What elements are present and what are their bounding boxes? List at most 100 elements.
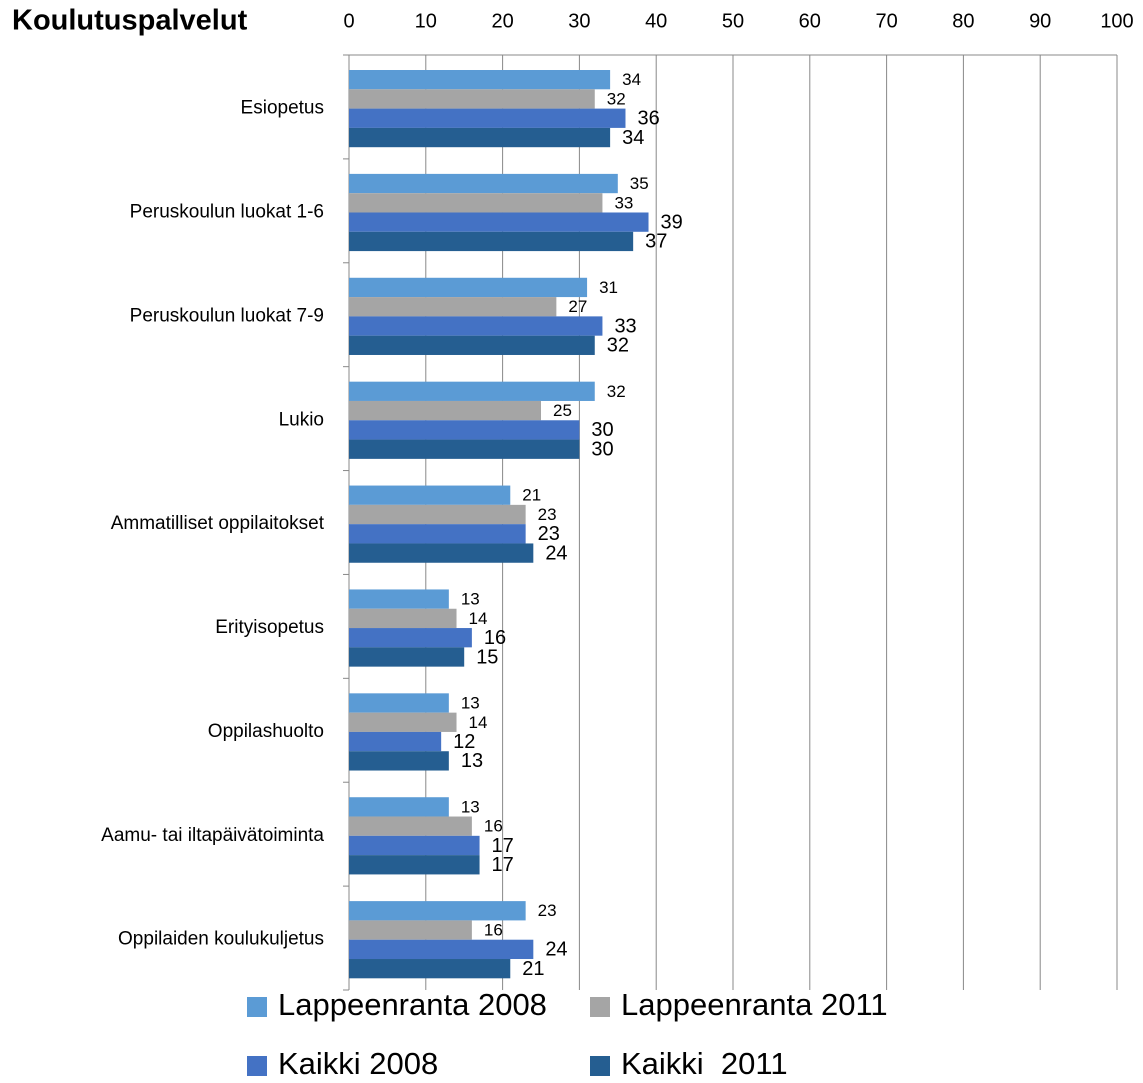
bar	[349, 693, 449, 713]
x-tick-label: 100	[1100, 10, 1133, 32]
data-label: 21	[522, 486, 541, 505]
data-label: 30	[591, 419, 613, 441]
legend-swatch	[590, 1056, 610, 1076]
data-label: 39	[661, 211, 683, 233]
bar	[349, 797, 449, 817]
bar	[349, 543, 534, 563]
bar	[349, 420, 580, 440]
bar	[349, 316, 603, 336]
y-tick-label: Erityisopetus	[215, 617, 324, 638]
data-label: 23	[538, 901, 557, 920]
bar	[349, 89, 595, 109]
data-label: 23	[538, 523, 560, 545]
bar	[349, 297, 557, 317]
bar	[349, 400, 541, 421]
data-label: 15	[476, 646, 498, 668]
data-label: 37	[645, 231, 667, 253]
legend-swatch	[590, 997, 610, 1017]
bar	[349, 628, 472, 648]
data-label: 25	[553, 401, 572, 420]
data-label: 23	[538, 505, 557, 524]
bar	[349, 212, 649, 232]
x-tick-label: 30	[568, 10, 590, 32]
y-tick-label: Oppilashuolto	[208, 721, 324, 742]
data-label: 12	[453, 731, 475, 753]
x-tick-label: 80	[952, 10, 974, 32]
y-tick-label: Ammatilliset oppilaitokset	[111, 513, 325, 534]
bar	[349, 70, 611, 90]
data-label: 34	[622, 70, 641, 89]
bar	[349, 439, 580, 459]
x-tick-label: 70	[875, 10, 897, 32]
bar	[349, 108, 626, 128]
bar	[349, 712, 457, 732]
bar	[349, 855, 480, 875]
data-label: 31	[599, 278, 618, 297]
data-label: 13	[461, 797, 480, 816]
data-label: 14	[469, 609, 488, 628]
bar	[349, 589, 449, 609]
legend-swatch	[247, 1056, 267, 1076]
data-label: 27	[568, 297, 587, 316]
data-label: 36	[637, 108, 659, 130]
data-label: 13	[461, 693, 480, 712]
bar	[349, 816, 472, 836]
legend-label: Kaikki 2011	[621, 1046, 788, 1081]
data-label: 32	[607, 382, 626, 401]
bar	[349, 277, 588, 298]
y-tick-label: Oppilaiden koulukuljetus	[118, 929, 324, 950]
x-tick-label: 60	[799, 10, 821, 32]
y-tick-label: Esiopetus	[241, 98, 324, 119]
data-label: 24	[545, 939, 567, 961]
x-tick-label: 50	[722, 10, 744, 32]
bar	[349, 920, 472, 940]
data-label: 34	[622, 127, 644, 149]
legend-label: Kaikki 2008	[278, 1046, 438, 1081]
chart-title: Koulutuspalvelut	[12, 5, 248, 37]
bar	[349, 901, 526, 921]
bar	[349, 647, 465, 667]
bar	[349, 731, 442, 752]
x-tick-label: 0	[343, 10, 354, 32]
legend-swatch	[247, 997, 267, 1017]
bar	[349, 381, 595, 401]
data-label: 14	[469, 713, 488, 732]
data-label: 17	[492, 835, 514, 857]
bar	[349, 127, 611, 148]
bar	[349, 608, 457, 629]
bar	[349, 485, 511, 505]
bar	[349, 959, 511, 979]
legend-label: Lappeenranta 2008	[278, 987, 547, 1022]
data-label: 24	[545, 542, 567, 564]
bar	[349, 835, 480, 856]
bar	[349, 335, 595, 355]
data-label: 16	[484, 817, 503, 836]
data-label: 17	[492, 854, 514, 876]
y-tick-label: Aamu- tai iltapäivätoiminta	[101, 825, 324, 846]
y-tick-label: Lukio	[279, 409, 324, 430]
y-tick-label: Peruskoulun luokat 1-6	[130, 202, 324, 223]
y-tick-label: Peruskoulun luokat 7-9	[130, 305, 324, 326]
bar	[349, 193, 603, 213]
bar	[349, 504, 526, 525]
data-label: 13	[461, 590, 480, 609]
bar	[349, 173, 618, 194]
data-label: 33	[614, 193, 633, 212]
bar	[349, 231, 634, 252]
data-label: 16	[484, 921, 503, 940]
data-label: 21	[522, 958, 544, 980]
data-label: 32	[607, 335, 629, 357]
bar	[349, 524, 526, 544]
data-label: 16	[484, 627, 506, 649]
x-tick-label: 20	[491, 10, 513, 32]
data-label: 13	[461, 750, 483, 772]
data-label: 30	[591, 438, 613, 460]
x-tick-label: 40	[645, 10, 667, 32]
data-label: 32	[607, 89, 626, 108]
x-tick-label: 90	[1029, 10, 1051, 32]
data-label: 33	[614, 315, 636, 337]
bar	[349, 751, 449, 771]
bar	[349, 939, 534, 960]
data-label: 35	[630, 174, 649, 193]
